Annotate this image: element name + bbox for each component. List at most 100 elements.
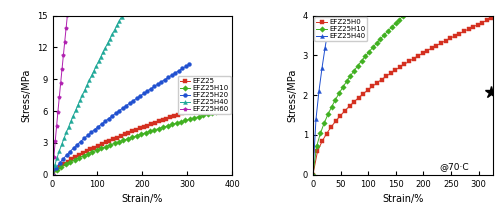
- EFZ25H0: [351, 100, 357, 103]
- EFZ25H20: [64, 154, 70, 157]
- EFZ25H20: [120, 107, 126, 110]
- EFZ25H0: [415, 54, 421, 57]
- EFZ25H20: [102, 120, 108, 123]
- EFZ25H20: [74, 143, 80, 146]
- EFZ25: [64, 160, 70, 163]
- EFZ25H10: [355, 64, 361, 67]
- EFZ25H0: [429, 47, 435, 49]
- EFZ25H20: [92, 128, 98, 131]
- EFZ25H40: [319, 66, 325, 69]
- EFZ25H10: [374, 42, 380, 44]
- EFZ25: [130, 130, 136, 133]
- EFZ25H40: [61, 137, 67, 140]
- EFZ25H10: [107, 144, 113, 146]
- EFZ25: [84, 150, 89, 153]
- EFZ25H10: [325, 113, 331, 116]
- EFZ25H40: [93, 65, 99, 67]
- EFZ25: [140, 126, 146, 128]
- EFZ25H10: [381, 33, 387, 36]
- EFZ25H10: [412, 4, 418, 7]
- EFZ25H20: [130, 99, 136, 102]
- EFZ25: [186, 110, 192, 112]
- EFZ25H40: [316, 89, 322, 92]
- EFZ25H10: [344, 80, 349, 83]
- EFZ25H10: [98, 147, 104, 150]
- EFZ25H10: [90, 151, 96, 153]
- EFZ25H0: [470, 26, 476, 28]
- EFZ25H20: [158, 80, 164, 83]
- EFZ25H20: [78, 140, 84, 143]
- EFZ25H10: [204, 113, 210, 115]
- EFZ25: [198, 106, 203, 108]
- EFZ25H20: [166, 76, 172, 79]
- EFZ25H20: [162, 78, 168, 81]
- EFZ25H10: [389, 26, 395, 28]
- EFZ25: [68, 158, 74, 161]
- EFZ25H0: [452, 34, 458, 37]
- EFZ25H10: [351, 69, 357, 72]
- EFZ25: [160, 119, 166, 121]
- EFZ25H40: [325, 28, 331, 31]
- EFZ25H60: [54, 125, 60, 128]
- EFZ25H0: [488, 17, 494, 20]
- EFZ25H40: [322, 46, 328, 49]
- EFZ25: [110, 138, 116, 140]
- EFZ25H10: [134, 134, 140, 137]
- EFZ25: [133, 129, 139, 131]
- EFZ25H40: [88, 74, 94, 77]
- EFZ25H10: [160, 126, 166, 129]
- EFZ25: [171, 115, 177, 117]
- EFZ25H0: [319, 140, 325, 143]
- EFZ25H0: [447, 37, 453, 40]
- EFZ25H0: [474, 23, 480, 26]
- EFZ25H40: [112, 28, 117, 31]
- EFZ25H60: [56, 96, 62, 99]
- EFZ25H20: [144, 90, 150, 93]
- EFZ25H20: [134, 97, 140, 100]
- EFZ25H60: [64, 13, 70, 16]
- EFZ25H40: [123, 7, 129, 9]
- EFZ25: [95, 144, 101, 147]
- EFZ25H40: [75, 104, 81, 107]
- EFZ25H40: [86, 79, 92, 82]
- EFZ25H10: [63, 163, 69, 166]
- EFZ25H20: [180, 67, 186, 70]
- EFZ25H10: [396, 18, 402, 21]
- EFZ25H20: [95, 125, 101, 128]
- EFZ25H60: [60, 54, 66, 57]
- EFZ25H40: [105, 42, 111, 44]
- EFZ25H0: [461, 30, 467, 33]
- EFZ25H10: [310, 173, 316, 176]
- EFZ25H10: [340, 86, 346, 88]
- EFZ25H10: [178, 121, 184, 123]
- Line: EFZ25H10: EFZ25H10: [50, 107, 228, 177]
- EFZ25H10: [358, 59, 364, 62]
- EFZ25H40: [50, 173, 56, 176]
- EFZ25H60: [62, 40, 68, 43]
- EFZ25H20: [116, 109, 122, 112]
- EFZ25H10: [50, 173, 56, 176]
- EFZ25H0: [342, 109, 348, 112]
- EFZ25H40: [328, 11, 334, 14]
- EFZ25H0: [374, 82, 380, 84]
- EFZ25H20: [84, 134, 90, 137]
- EFZ25H10: [138, 133, 144, 136]
- EFZ25H0: [484, 19, 490, 22]
- EFZ25H10: [209, 112, 215, 114]
- EFZ25H40: [56, 149, 62, 152]
- EFZ25H20: [148, 87, 154, 90]
- EFZ25H10: [125, 137, 131, 140]
- EFZ25: [57, 165, 63, 168]
- EFZ25H10: [130, 136, 136, 138]
- EFZ25H20: [50, 173, 56, 176]
- EFZ25H0: [406, 60, 412, 63]
- EFZ25: [76, 154, 82, 156]
- EFZ25H10: [192, 116, 198, 119]
- EFZ25H20: [53, 166, 59, 169]
- Line: EFZ25H60: EFZ25H60: [50, 0, 108, 177]
- EFZ25H10: [142, 131, 148, 134]
- EFZ25H10: [112, 142, 117, 145]
- EFZ25H20: [81, 137, 87, 140]
- EFZ25H40: [72, 109, 78, 112]
- EFZ25H20: [106, 117, 112, 120]
